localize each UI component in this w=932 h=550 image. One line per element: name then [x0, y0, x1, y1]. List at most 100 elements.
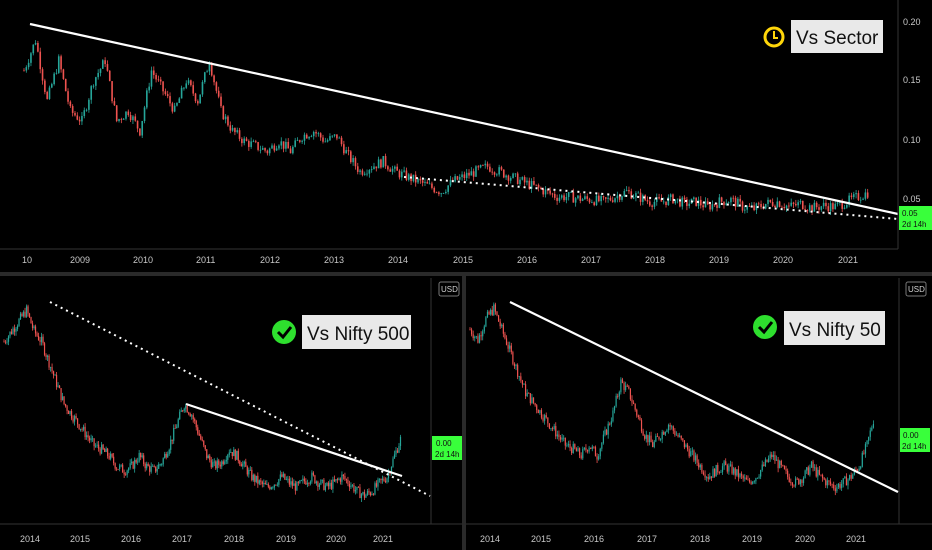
br-candle [531, 397, 533, 404]
top-candle [438, 192, 440, 195]
br-candle [866, 440, 868, 445]
top-candle [702, 205, 704, 208]
bl-candle [101, 444, 103, 454]
br-candle [569, 444, 571, 449]
top-candle [642, 195, 644, 202]
top-candle [125, 111, 127, 119]
top-candle [567, 192, 570, 197]
pane-separator-horizontal[interactable] [0, 272, 932, 276]
br-candle [610, 421, 612, 425]
br-candle [861, 452, 863, 467]
top-candle [370, 169, 373, 171]
top-candle [326, 140, 329, 142]
br-candle [629, 388, 632, 400]
bl-candle [19, 313, 22, 320]
top-candle [85, 109, 88, 111]
top-y-tick: 0.15 [903, 75, 921, 85]
bl-candle [27, 306, 29, 314]
br-candle [698, 462, 700, 468]
pane-separator-vertical[interactable] [462, 276, 466, 550]
top-dotted-trendline[interactable] [403, 176, 899, 220]
br-candle [837, 484, 840, 488]
br-solid-trendline[interactable] [509, 301, 899, 493]
top-candle [210, 64, 213, 76]
br-candle [497, 315, 500, 322]
top-candle [493, 172, 496, 175]
top-last-price-label [899, 206, 932, 230]
top-title-badge: Vs Sector [763, 20, 883, 53]
br-candle [745, 477, 747, 480]
br-candle [766, 459, 768, 462]
bl-title: Vs Nifty 500 [307, 324, 409, 345]
br-candle [540, 410, 543, 418]
br-candle [653, 441, 655, 447]
top-candle [621, 196, 623, 200]
bl-candle [57, 385, 59, 387]
top-candle [132, 116, 134, 121]
br-candle [772, 454, 774, 458]
br-candle [605, 429, 608, 435]
br-candle [666, 430, 668, 432]
top-candle [150, 70, 153, 87]
br-candle [720, 471, 722, 473]
br-title-box [784, 311, 885, 345]
top-y-tick: 0.10 [903, 135, 921, 145]
bl-candle [218, 460, 220, 465]
top-candle [593, 202, 595, 206]
br-candle [491, 309, 493, 316]
top-candle [101, 60, 104, 69]
bl-candle [260, 480, 262, 482]
br-candle [470, 329, 473, 335]
top-candle [197, 101, 199, 104]
br-candle [693, 450, 695, 461]
br-candle [650, 435, 652, 443]
br-candle [747, 479, 749, 481]
top-candle [841, 202, 843, 209]
bl-candle [399, 436, 402, 447]
bl-candle [180, 410, 182, 412]
bl-candle [111, 453, 113, 457]
br-candle [539, 410, 541, 414]
br-candle [523, 384, 525, 385]
br-candle [544, 415, 546, 421]
br-candle [788, 476, 790, 483]
br-candle [469, 329, 471, 331]
top-candle [345, 150, 347, 154]
bl-candle [365, 494, 367, 498]
bl-candle [39, 340, 41, 342]
top-resistance-trendline[interactable] [29, 22, 899, 216]
top-candle [695, 197, 697, 206]
bl-candle [383, 478, 385, 481]
top-candle [713, 204, 716, 206]
top-candle [730, 197, 732, 203]
br-candle [644, 435, 646, 439]
bl-solid-trendline[interactable] [185, 402, 403, 478]
top-candle [113, 101, 116, 106]
top-candle [407, 174, 410, 180]
bl-candle [86, 435, 88, 438]
bl-candle [321, 479, 323, 481]
top-candle [472, 171, 475, 177]
bl-candle [348, 483, 351, 488]
br-candle [571, 448, 573, 454]
bl-candle [233, 449, 235, 457]
top-candle [806, 210, 809, 211]
bl-candle [267, 484, 269, 487]
bl-candle [42, 336, 44, 344]
bl-candle [356, 486, 358, 491]
top-candle [623, 190, 626, 197]
bl-candle [372, 493, 375, 495]
bl-x-tick: 2018 [224, 534, 244, 544]
top-candle [329, 136, 331, 141]
top-candle [248, 140, 250, 147]
bl-candle [110, 453, 112, 459]
top-candle [51, 84, 53, 88]
top-candle [660, 198, 663, 202]
bl-candle [276, 484, 278, 486]
br-candle [812, 461, 814, 468]
br-candle [529, 393, 531, 404]
bl-candle [141, 455, 143, 458]
top-candle [683, 197, 686, 200]
bl-candle [171, 439, 173, 441]
br-x-tick: 2014 [480, 534, 500, 544]
